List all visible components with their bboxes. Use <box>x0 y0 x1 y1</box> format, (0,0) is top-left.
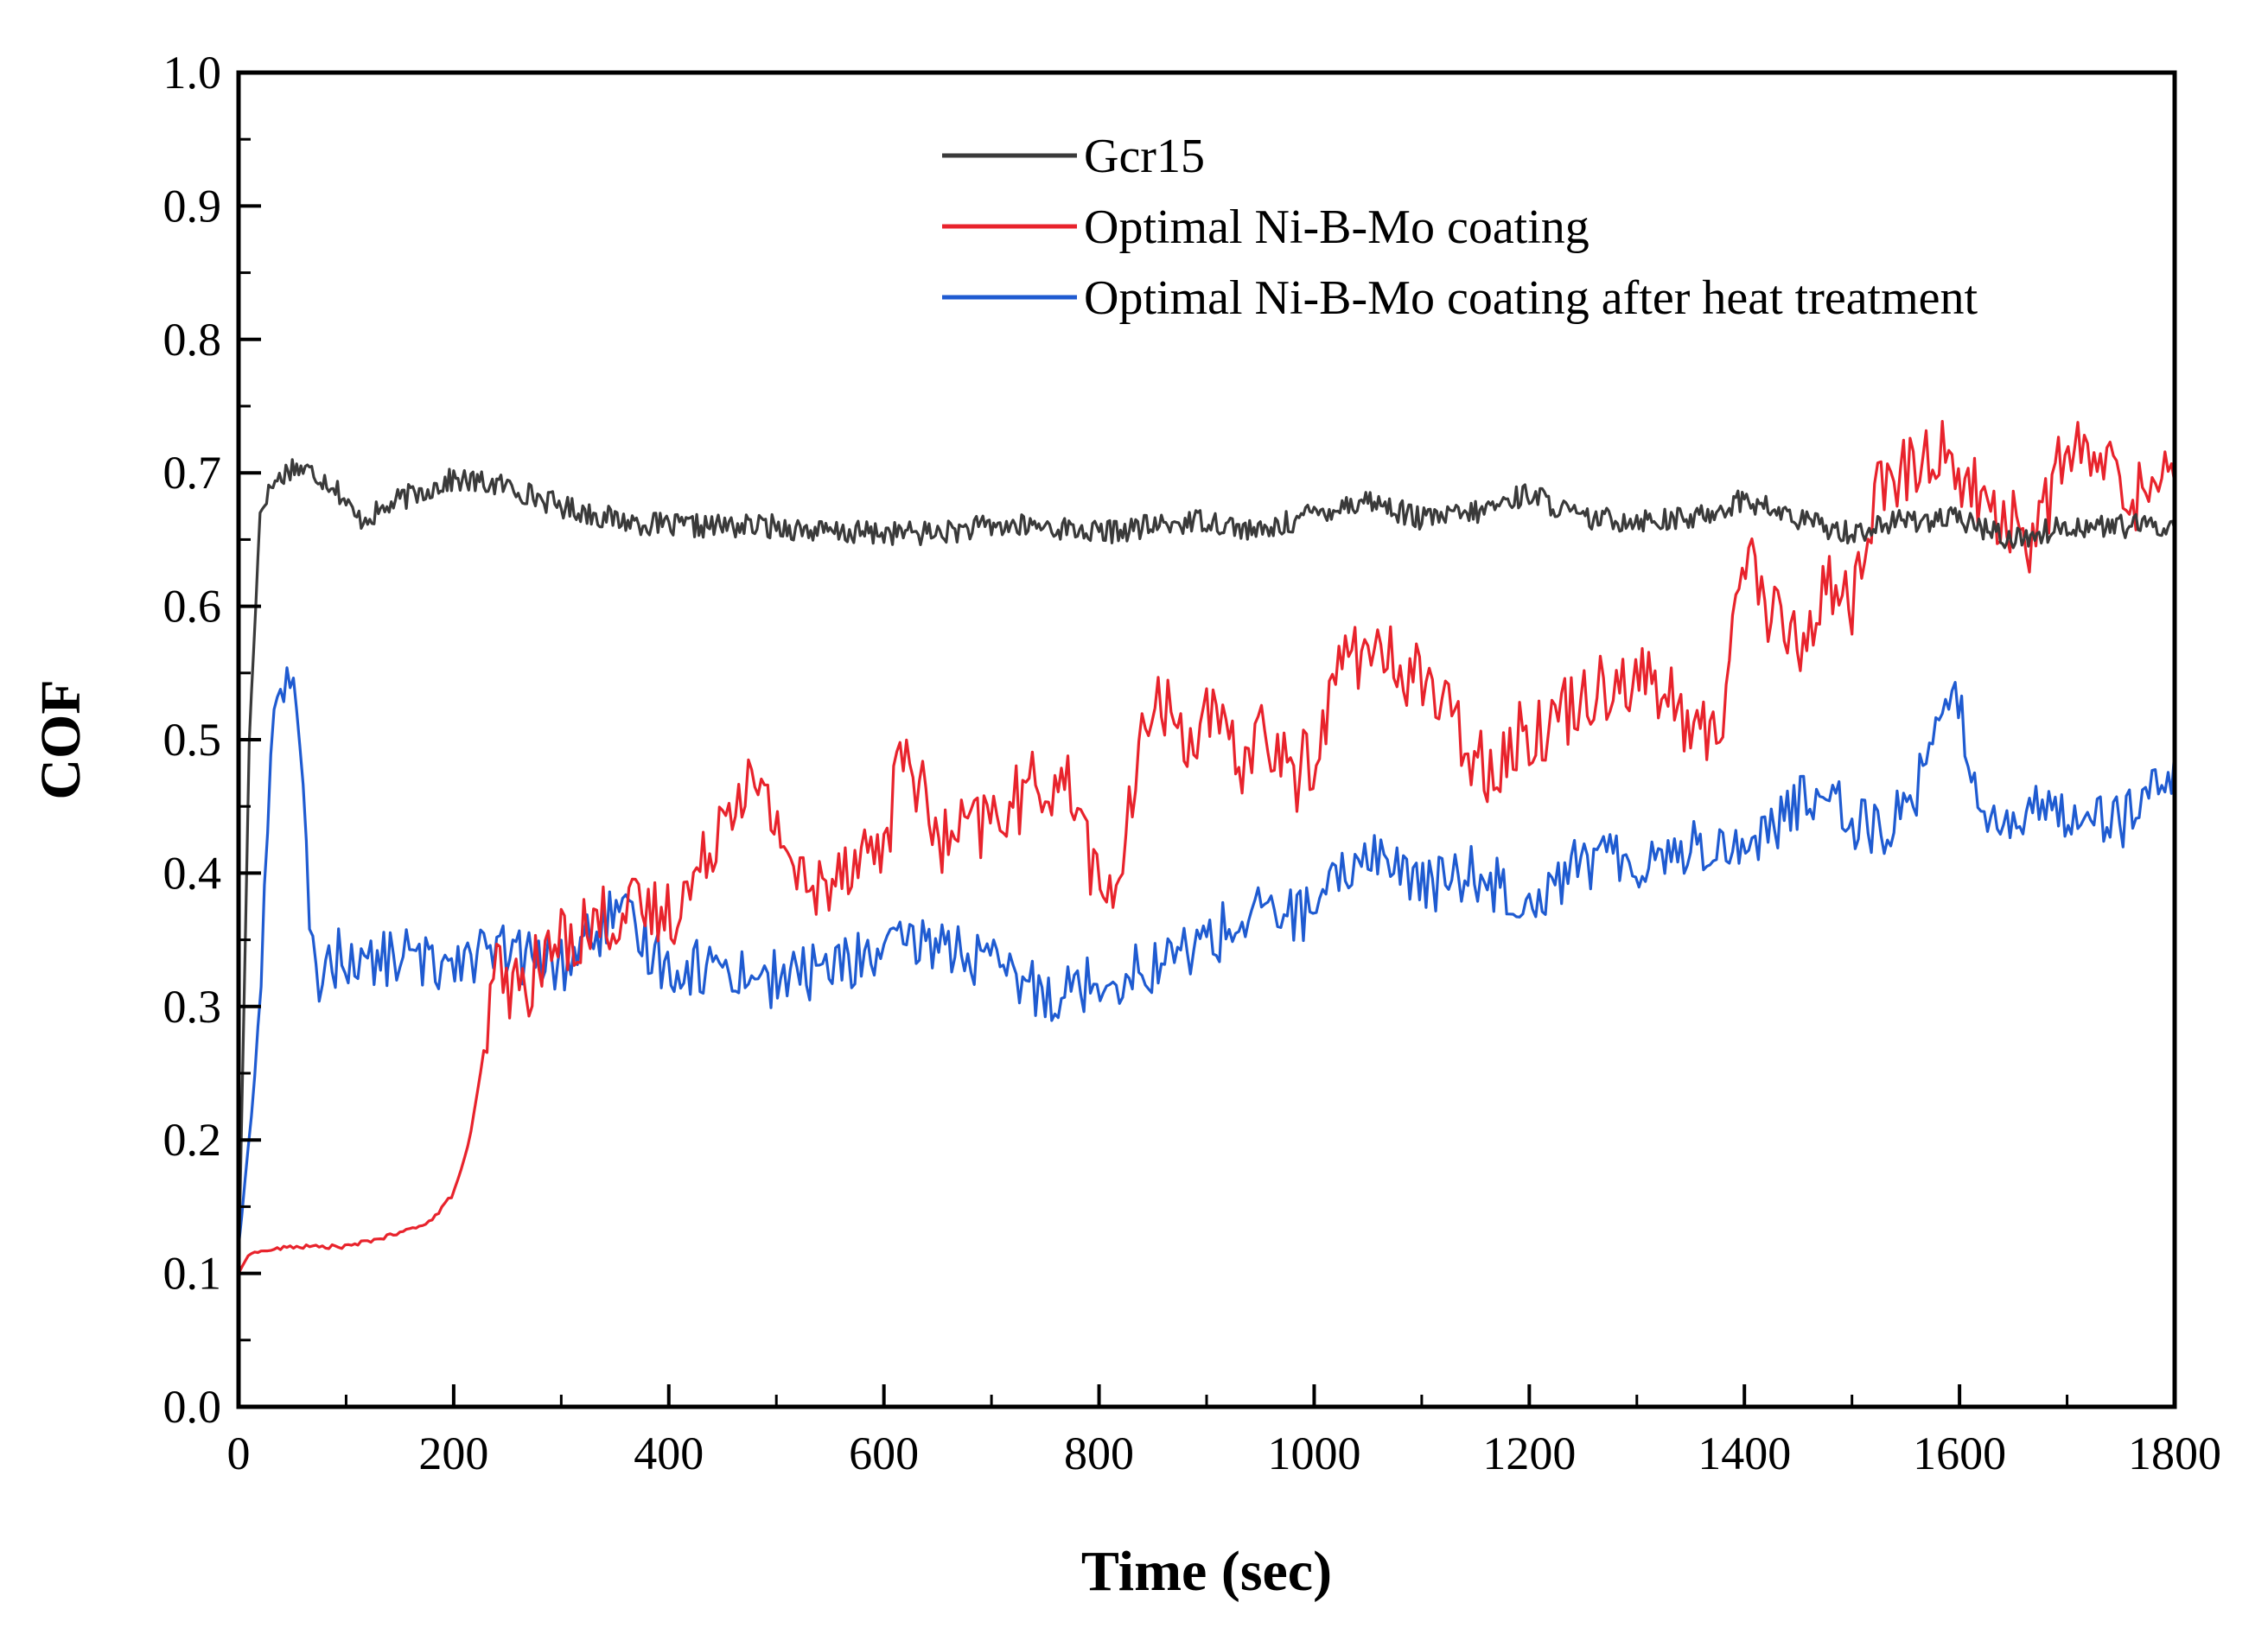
x-tick-label: 1600 <box>1913 1428 2006 1479</box>
legend-label-1: Optimal Ni-B-Mo coating <box>1084 200 1590 254</box>
y-tick-label: 0.2 <box>163 1114 222 1166</box>
x-tick-label: 600 <box>849 1428 919 1479</box>
x-tick-label: 800 <box>1064 1428 1134 1479</box>
y-tick-label: 0.3 <box>163 981 222 1033</box>
x-tick-label: 0 <box>227 1428 251 1479</box>
y-axis-title: COF <box>29 679 92 799</box>
y-tick-label: 1.0 <box>163 47 222 99</box>
y-tick-label: 0.0 <box>163 1381 222 1433</box>
x-tick-label: 1400 <box>1698 1428 1791 1479</box>
x-tick-label: 1200 <box>1482 1428 1576 1479</box>
y-tick-label: 0.1 <box>163 1248 222 1300</box>
y-tick-label: 0.9 <box>163 180 222 232</box>
x-tick-label: 1000 <box>1267 1428 1360 1479</box>
series-line-2 <box>237 666 2176 1247</box>
legend: Gcr15 Optimal Ni-B-Mo coating Optimal Ni-B… <box>942 130 1978 325</box>
y-tick-label: 0.8 <box>163 314 222 366</box>
series-line-0 <box>237 458 2176 1274</box>
legend-label-0: Gcr15 <box>1084 130 1205 183</box>
legend-label-2: Optimal Ni-B-Mo coating after heat treat… <box>1084 271 1978 325</box>
y-tick-label: 0.7 <box>163 447 222 499</box>
x-axis-ticks: 0 200 400 600 800 1000 1200 1400 1600 1800 <box>227 1384 2221 1479</box>
x-tick-label: 200 <box>418 1428 488 1479</box>
y-tick-label: 0.4 <box>163 847 222 899</box>
x-tick-label: 1800 <box>2128 1428 2221 1479</box>
x-axis-title: Time (sec) <box>1081 1540 1332 1603</box>
x-tick-label: 400 <box>634 1428 704 1479</box>
y-axis-ticks: 0.0 0.1 0.2 0.3 0.4 0.5 0.6 0.7 0.8 0.9 1.0 <box>163 47 261 1433</box>
series-line-1 <box>237 420 2176 1275</box>
y-tick-label: 0.6 <box>163 581 222 633</box>
series-layer <box>237 420 2176 1275</box>
y-tick-label: 0.5 <box>163 714 222 766</box>
